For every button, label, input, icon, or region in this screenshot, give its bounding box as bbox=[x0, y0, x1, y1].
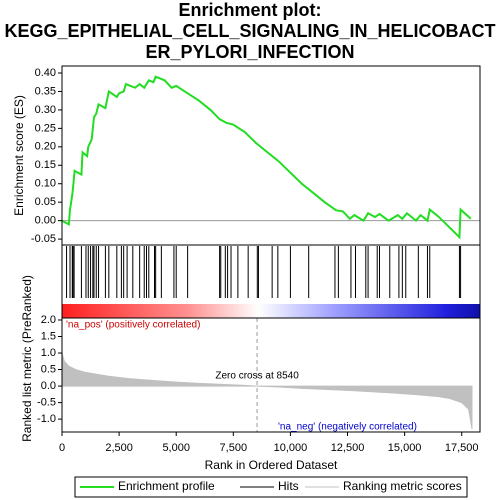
x-tick-label: 17,500 bbox=[445, 442, 479, 454]
title-block: Enrichment plot: KEGG_EPITHELIAL_CELL_SI… bbox=[0, 0, 500, 63]
y-tick-label: -0.05 bbox=[31, 233, 56, 245]
y-tick-label: 0.15 bbox=[35, 159, 56, 171]
y-tick-label: 0.00 bbox=[35, 215, 56, 227]
x-tick-label: 5,000 bbox=[162, 442, 190, 454]
y-tick-label: 0.10 bbox=[35, 178, 56, 190]
legend-label: Ranking metric scores bbox=[343, 479, 462, 493]
y-tick-label: 0.0 bbox=[41, 380, 56, 392]
x-tick-label: 15,000 bbox=[388, 442, 422, 454]
x-axis-label: Rank in Ordered Dataset bbox=[205, 458, 338, 472]
y-tick-label: 1.0 bbox=[41, 347, 56, 359]
y-tick-label: -1.0 bbox=[37, 413, 56, 425]
es-curve bbox=[61, 75, 472, 240]
x-tick-label: 0 bbox=[59, 442, 65, 454]
x-tick-label: 7,500 bbox=[220, 442, 248, 454]
y-axis-label: Ranked list metric (PreRanked) bbox=[20, 275, 34, 442]
y-tick-label: 0.20 bbox=[35, 141, 56, 153]
legend-label: Enrichment profile bbox=[118, 479, 215, 493]
y-tick-label: 0.5 bbox=[41, 363, 56, 375]
chart-title: Enrichment plot: bbox=[178, 0, 322, 20]
y-tick-label: 0.35 bbox=[35, 85, 56, 97]
y-tick-label: 0.05 bbox=[35, 196, 56, 208]
y-tick-label: 1.5 bbox=[41, 330, 56, 342]
x-tick-label: 12,500 bbox=[331, 442, 365, 454]
y-tick-label: 2.0 bbox=[41, 314, 56, 326]
metric-area bbox=[61, 352, 473, 430]
annotation-zero: Zero cross at 8540 bbox=[215, 371, 299, 382]
y-axis-label: Enrichment score (ES) bbox=[12, 95, 26, 216]
x-tick-label: 2,500 bbox=[105, 442, 133, 454]
y-tick-label: -0.5 bbox=[37, 396, 56, 408]
x-tick-label: 10,000 bbox=[274, 442, 308, 454]
annotation-neg: 'na_neg' (negatively correlated) bbox=[278, 422, 417, 433]
plot-frame bbox=[61, 317, 481, 433]
color-band bbox=[62, 304, 480, 318]
y-tick-label: 0.25 bbox=[35, 122, 56, 134]
y-tick-label: 0.30 bbox=[35, 104, 56, 116]
annotation-pos: 'na_pos' (positively correlated) bbox=[66, 320, 200, 331]
legend-label: Hits bbox=[278, 479, 299, 493]
y-tick-label: 0.40 bbox=[35, 67, 56, 79]
chart-subtitle: KEGG_EPITHELIAL_CELL_SIGNALING_IN_HELICO… bbox=[4, 21, 496, 62]
